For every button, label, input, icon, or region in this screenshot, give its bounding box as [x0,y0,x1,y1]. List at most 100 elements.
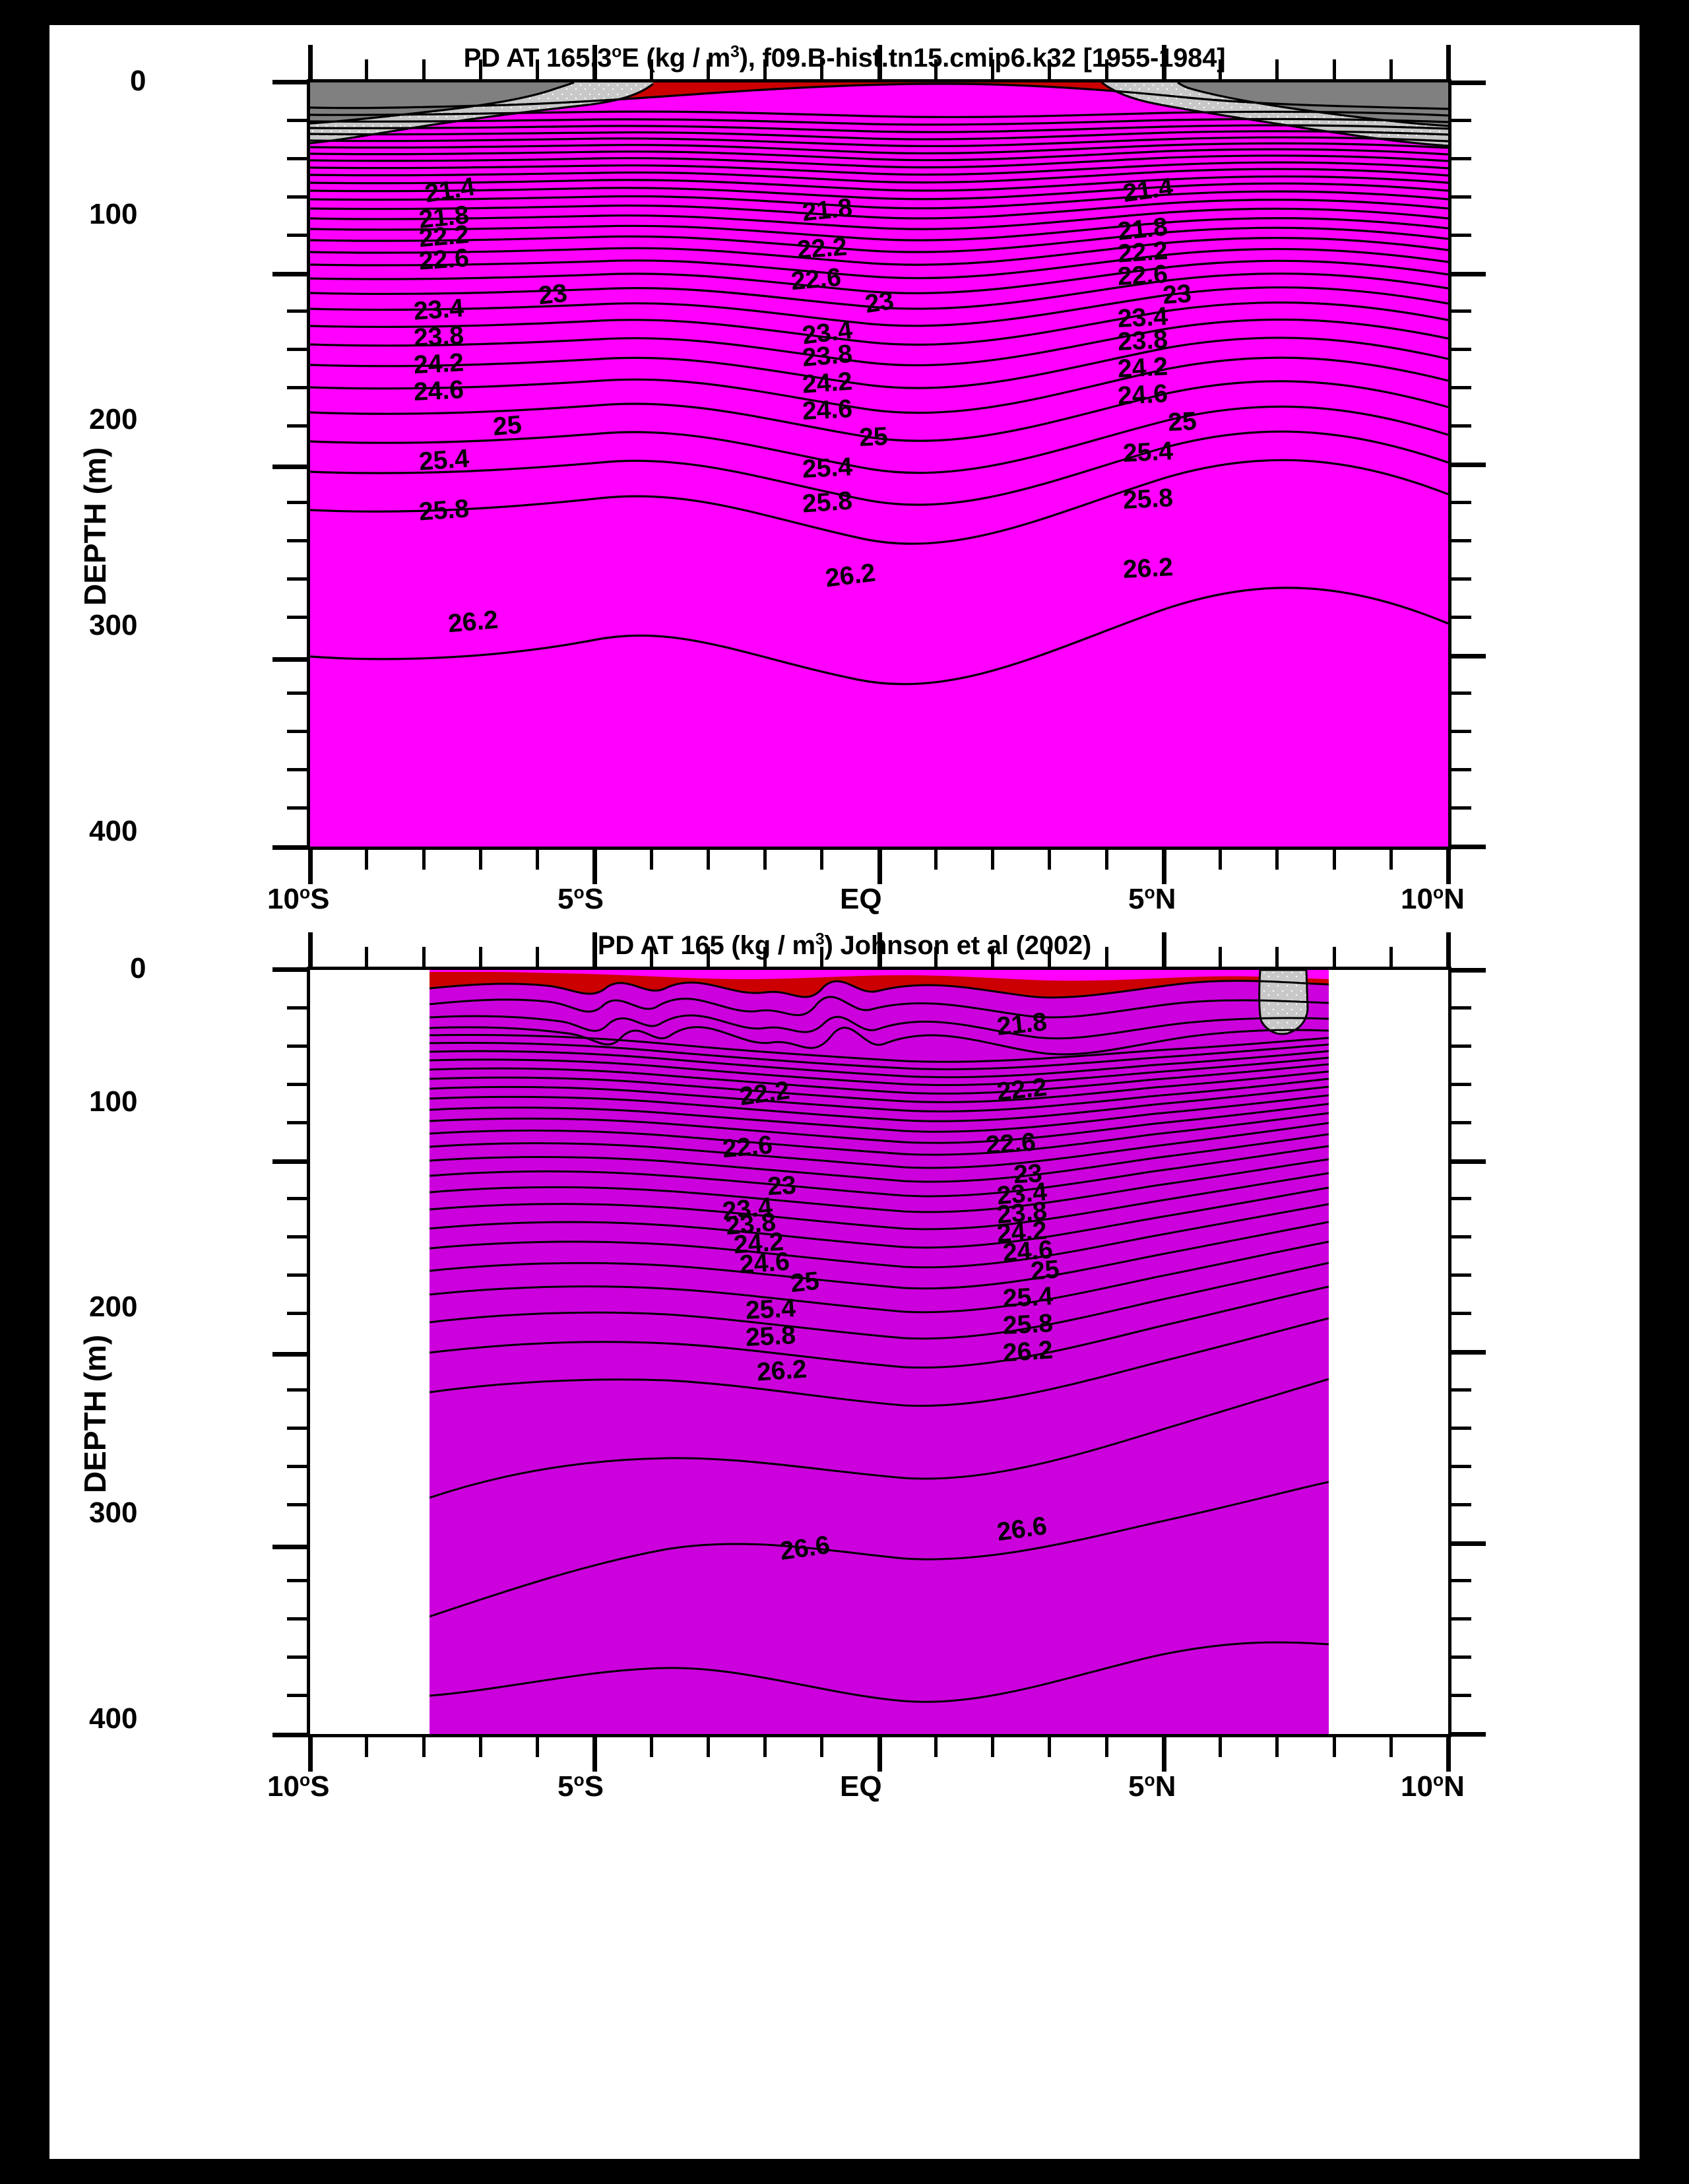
model-panel: PD AT 165.3oE (kg / m3), f09.B-hist.tn15… [49,25,1640,1035]
obs-x-tick-top--5 [592,932,597,967]
model-y-minor-tick-20 [287,119,307,122]
model-ytick-mark-300 [272,657,307,662]
obs-x-tick-bottom-3 [1048,1737,1051,1757]
obs-xtick-10S: 10oS [267,1770,330,1803]
model-y-major-tick-right-400 [1451,845,1486,849]
obs-y-minor-tick-right-360 [1451,1655,1471,1659]
obs-y-minor-tick-320 [287,1579,307,1582]
model-y-minor-tick-60 [287,195,307,199]
obs-y-minor-tick-right-60 [1451,1083,1471,1086]
model-ytick-100: 100 [89,198,138,230]
model-x-tick-top-0 [877,45,882,79]
model-title-superscript: 3 [730,43,740,61]
obs-x-tick-top--8 [422,947,426,967]
contour-label-21-8-0: 21.8 [996,1007,1049,1041]
contour-label-21-8-13: 21.8 [801,193,854,227]
obs-y-minor-tick-right-80 [1451,1121,1471,1124]
obs-x-tick-bottom--3 [707,1737,710,1757]
model-y-minor-tick-right-260 [1451,577,1471,581]
obs-x-tick-top--3 [707,947,710,967]
obs-x-tick-bottom-9 [1389,1737,1393,1757]
model-x-tick-bottom-8 [1333,850,1336,870]
contour-label-25-21: 25 [858,422,889,453]
obs-x-tick-bottom--6 [536,1737,539,1757]
obs-y-axis-label: DEPTH (m) [78,1334,112,1493]
model-x-tick-top--7 [479,59,482,79]
model-ytick-400: 400 [89,815,138,847]
model-plot-area [307,79,1451,850]
model-y-minor-tick-360 [287,768,307,771]
obs-x-tick-bottom--5 [592,1737,597,1772]
contour-label-22-6-3: 22.6 [418,243,470,276]
model-x-tick-bottom--2 [763,850,767,870]
model-y-minor-tick-right-40 [1451,157,1471,160]
obs-y-minor-tick-right-120 [1451,1197,1471,1200]
contour-label-25-8-11: 25.8 [418,494,470,527]
model-ytick-mark-400 [272,845,307,850]
obs-y-minor-tick-right-280 [1451,1503,1471,1506]
obs-xtick-EQ: EQ [840,1770,882,1803]
contour-label-25-8-19: 25.8 [744,1320,796,1352]
obs-ytick-mark-0 [272,967,307,972]
model-y-minor-tick-right-120 [1451,309,1471,313]
model-ytick-mark-200 [272,465,307,469]
contour-label-26-2-21: 26.2 [755,1355,808,1387]
model-y-minor-tick-320 [287,691,307,695]
model-y-minor-tick-160 [287,386,307,389]
model-x-tick-top--5 [592,45,597,79]
obs-x-tick-bottom-1 [934,1737,938,1757]
obs-x-tick-top-5 [1162,932,1166,967]
model-y-minor-tick-right-220 [1451,501,1471,504]
contour-label-25-4-35: 25.4 [1122,437,1174,468]
model-x-tick-top-1 [934,59,938,79]
model-y-minor-tick-220 [287,501,307,504]
obs-y-minor-tick-20 [287,1006,307,1010]
model-x-tick-top-10 [1446,45,1451,79]
model-ytick-200: 200 [89,403,138,435]
model-x-tick-top-9 [1389,59,1393,79]
obs-xtick-10N: 10oN [1401,1770,1465,1803]
obs-y-major-tick-right-200 [1451,1350,1486,1355]
model-x-tick-bottom--1 [820,850,823,870]
model-y-minor-tick-right-180 [1451,424,1471,428]
obs-y-minor-tick-40 [287,1044,307,1048]
contour-label-23-4: 23 [537,278,569,311]
model-plot-clip [310,82,1448,847]
model-ytick-mark-100 [272,272,307,276]
model-x-tick-top-3 [1048,59,1051,79]
contour-label-24-6-13: 24.6 [738,1247,791,1279]
model-y-minor-tick-right-360 [1451,768,1471,771]
model-x-tick-bottom--10 [308,850,313,884]
model-xtick-EQ: EQ [840,883,882,915]
model-y-major-tick-right-0 [1451,80,1486,85]
obs-x-tick-bottom-0 [877,1737,882,1772]
obs-ytick-300: 300 [89,1496,138,1529]
obs-panel-title: PD AT 165 (kg / m3) Johnson et al (2002) [49,931,1640,961]
obs-x-tick-top-1 [934,947,938,967]
obs-y-minor-tick-right-260 [1451,1465,1471,1468]
model-x-tick-bottom--8 [422,850,426,870]
obs-y-minor-tick-280 [287,1503,307,1506]
model-y-minor-tick-right-340 [1451,730,1471,733]
model-x-tick-bottom-0 [877,850,882,884]
obs-plot-area [307,967,1451,1737]
model-x-tick-bottom--3 [707,850,710,870]
model-y-minor-tick-right-280 [1451,616,1471,619]
model-y-axis-label: DEPTH (m) [78,447,112,606]
model-x-tick-bottom-4 [1105,850,1108,870]
obs-y-minor-tick-80 [287,1121,307,1124]
contour-label-22-6-28: 22.6 [1116,259,1168,291]
obs-y-major-tick-right-100 [1451,1159,1486,1164]
model-xtick-10S: 10oS [267,882,330,915]
contour-label-25-4-10: 25.4 [418,444,470,476]
model-x-tick-top--10 [308,45,313,79]
model-x-tick-bottom-10 [1446,850,1451,884]
obs-y-minor-tick-right-180 [1451,1312,1471,1315]
model-x-tick-top-5 [1162,45,1166,79]
obs-x-tick-top--9 [365,947,368,967]
contour-label-25-8-23: 25.8 [802,486,854,519]
model-x-tick-bottom-6 [1219,850,1222,870]
obs-ytick-0: 0 [130,952,146,984]
obs-x-tick-top--4 [650,947,653,967]
obs-x-tick-top--10 [308,932,313,967]
